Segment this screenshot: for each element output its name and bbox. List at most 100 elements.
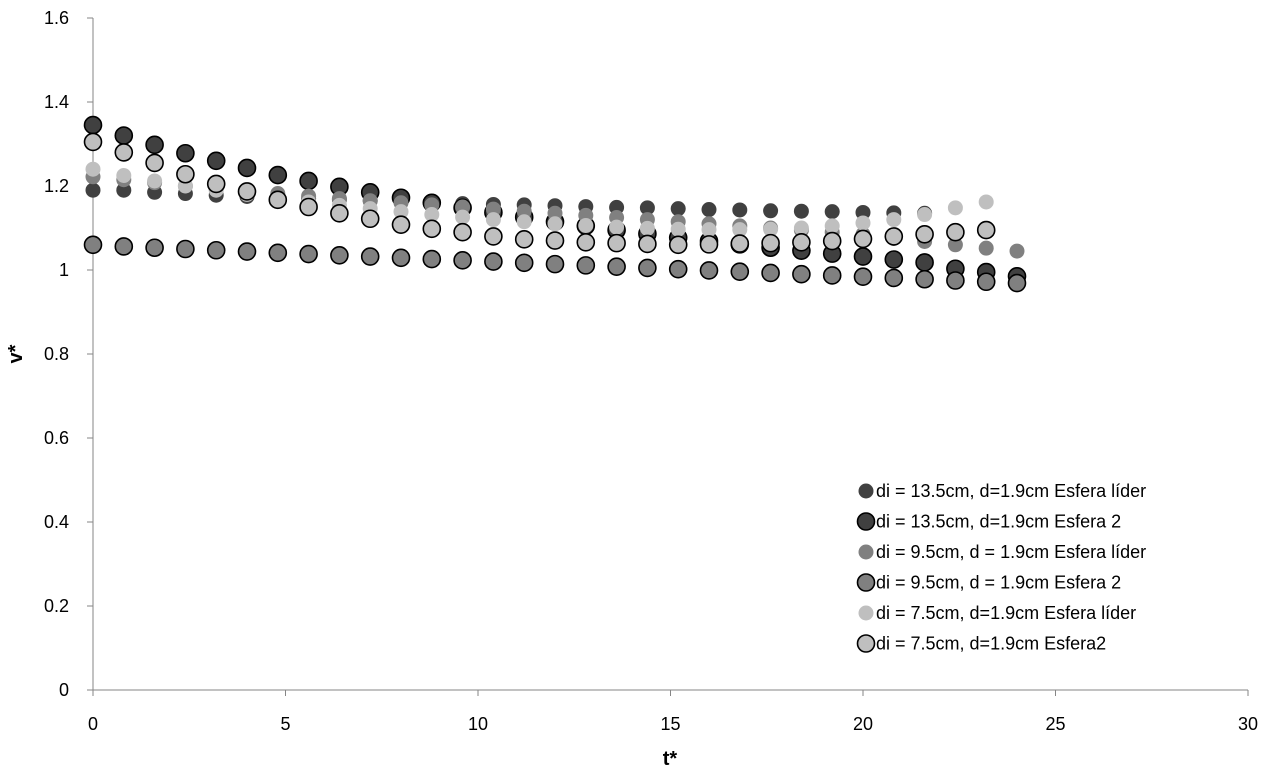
legend-label: di = 7.5cm, d=1.9cm Esfera líder — [876, 603, 1136, 623]
legend-marker — [858, 605, 874, 621]
data-point — [330, 204, 349, 223]
data-point — [85, 182, 101, 198]
data-point — [424, 207, 440, 223]
data-point — [206, 151, 226, 171]
data-point — [668, 259, 688, 279]
y-tick-label: 0.2 — [44, 596, 69, 616]
data-point — [946, 222, 965, 242]
data-point — [299, 171, 318, 191]
data-point — [576, 256, 596, 275]
data-point — [793, 220, 809, 236]
data-point — [853, 267, 873, 287]
data-point — [268, 190, 288, 210]
data-point — [114, 143, 134, 162]
data-point — [915, 253, 934, 272]
y-tick-label: 0 — [59, 680, 69, 700]
data-point — [915, 225, 934, 244]
data-point — [792, 264, 811, 284]
data-point — [578, 217, 594, 233]
data-point — [206, 174, 226, 194]
data-point — [792, 232, 811, 252]
legend-marker — [856, 512, 876, 531]
data-point — [607, 233, 626, 253]
axes: 0 0.2 0.4 0.6 0.8 1 1.2 1.4 1.6 0 5 10 15 20 25 30 — [44, 8, 1258, 734]
data-point — [237, 182, 257, 201]
legend-marker — [858, 483, 874, 499]
data-point — [947, 200, 963, 216]
data-point — [83, 132, 103, 152]
data-point — [453, 251, 472, 270]
data-point — [638, 234, 657, 254]
data-point — [793, 203, 809, 219]
data-point — [545, 231, 565, 250]
x-tick-label: 0 — [88, 714, 98, 734]
data-point — [360, 247, 380, 266]
data-point — [855, 215, 871, 231]
data-point — [268, 165, 288, 185]
data-point — [639, 220, 655, 236]
data-point — [145, 153, 164, 173]
x-tick-label: 30 — [1238, 714, 1258, 734]
data-point — [853, 229, 873, 249]
data-point — [299, 244, 318, 264]
data-point — [763, 221, 779, 237]
data-point — [670, 221, 686, 237]
data-point — [485, 212, 501, 228]
data-point — [83, 115, 103, 135]
data-point — [422, 219, 442, 239]
legend-label: di = 9.5cm, d = 1.9cm Esfera líder — [876, 542, 1146, 562]
y-tick-label: 0.8 — [44, 344, 69, 364]
data-point — [761, 233, 780, 253]
data-point — [947, 237, 963, 253]
data-point — [917, 207, 933, 223]
x-tick-label: 5 — [280, 714, 290, 734]
data-point — [822, 231, 842, 251]
data-point — [547, 205, 563, 221]
data-point — [116, 182, 132, 198]
data-point — [83, 235, 103, 255]
legend-label: di = 13.5cm, d=1.9cm Esfera líder — [876, 481, 1146, 501]
data-point — [884, 250, 904, 269]
data-point — [701, 202, 717, 218]
data-point — [638, 258, 657, 278]
data-point — [670, 201, 686, 217]
legend-marker — [856, 573, 876, 592]
data-point — [822, 266, 842, 285]
data-point — [576, 232, 596, 252]
data-point — [391, 248, 411, 268]
data-point — [730, 234, 750, 253]
x-axis-title: t* — [663, 748, 678, 770]
data-point — [732, 202, 748, 218]
data-point — [422, 249, 442, 269]
data-point — [330, 246, 349, 265]
data-point — [886, 212, 902, 228]
data-point — [237, 242, 257, 261]
data-point — [299, 197, 318, 217]
data-point — [884, 268, 904, 288]
data-point — [976, 220, 996, 240]
data-point — [732, 222, 748, 238]
data-point — [114, 126, 134, 145]
data-point — [976, 272, 996, 292]
data-point — [1007, 273, 1027, 293]
legend: di = 13.5cm, d=1.9cm Esfera líder di = 13… — [856, 481, 1146, 654]
legend-label: di = 7.5cm, d=1.9cm Esfera2 — [876, 634, 1106, 654]
data-point — [484, 252, 503, 271]
data-point — [176, 143, 195, 163]
data-point — [699, 261, 719, 280]
data-point — [607, 257, 626, 276]
data-point — [116, 168, 132, 183]
data-point — [145, 238, 164, 258]
y-axis-title: v* — [5, 344, 27, 363]
data-point — [639, 200, 655, 216]
data-point — [609, 219, 625, 235]
data-point — [514, 230, 534, 249]
data-point — [147, 173, 163, 189]
data-point — [176, 239, 195, 259]
legend-label: di = 9.5cm, d = 1.9cm Esfera 2 — [876, 573, 1121, 593]
data-point — [1009, 243, 1025, 259]
data-point — [455, 209, 471, 225]
data-point — [237, 158, 257, 178]
data-point — [360, 209, 380, 229]
data-point — [915, 269, 934, 289]
